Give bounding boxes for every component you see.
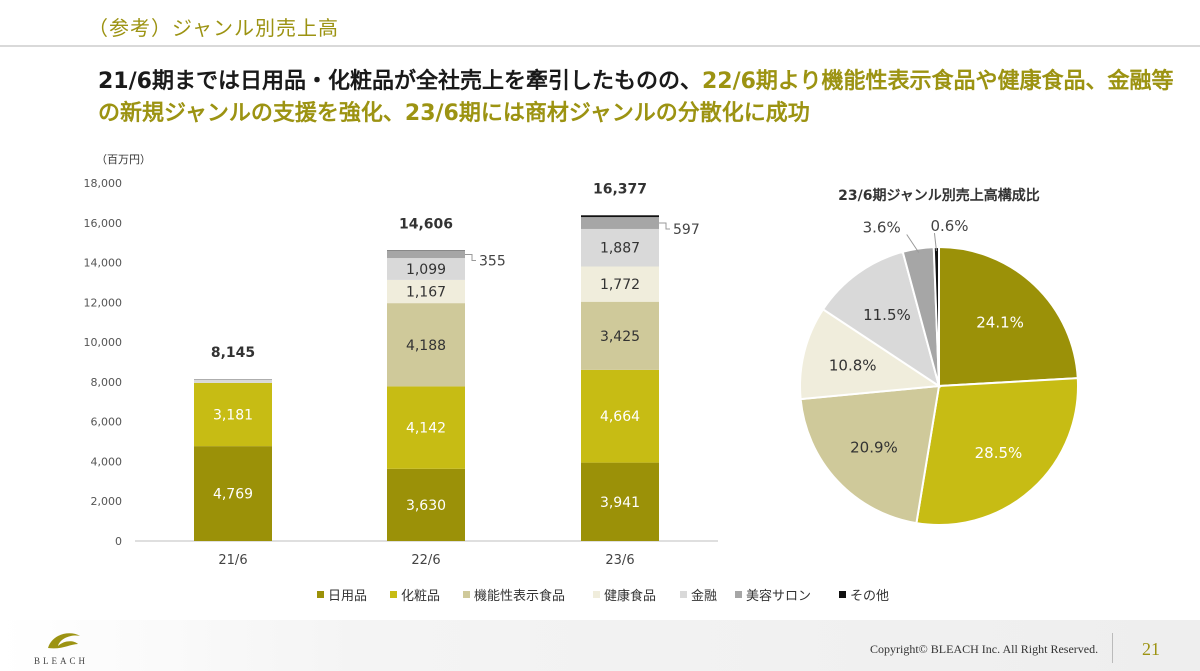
- bar-segment: [387, 468, 465, 541]
- y-tick-label: 8,000: [91, 376, 123, 389]
- bar-segment: [194, 379, 272, 380]
- data-label: 1,887: [600, 241, 640, 257]
- total-label: 16,377: [593, 181, 647, 197]
- page-number: 21: [1142, 639, 1160, 659]
- leader-line: [659, 222, 670, 230]
- bar-segment: [387, 251, 465, 259]
- legend-swatch: [680, 591, 687, 598]
- legend-swatch: [463, 591, 470, 598]
- legend-label: 機能性表示食品: [474, 588, 565, 604]
- headline: 21/6期までは日用品・化粧品が全社売上を牽引したものの、22/6期より機能性表…: [98, 66, 1188, 130]
- bar-segment: [581, 215, 659, 218]
- bleach-logo-icon: [48, 633, 80, 649]
- y-tick-label: 18,000: [84, 177, 123, 190]
- data-label: 597: [673, 222, 700, 238]
- bar-segment: [581, 266, 659, 302]
- bar-segment: [387, 386, 465, 469]
- data-label: 355: [479, 254, 506, 270]
- pie-slice: [799, 384, 941, 525]
- data-label: 4,769: [213, 487, 253, 503]
- pie-label: 24.1%: [976, 313, 1024, 331]
- bar-segment: [387, 279, 465, 304]
- data-label: 3,425: [600, 329, 640, 345]
- bar-segment: [581, 217, 659, 229]
- y-tick-label: 10,000: [84, 336, 123, 349]
- legend-swatch: [593, 591, 600, 598]
- data-label: 4,142: [406, 421, 446, 437]
- legend-label: 化粧品: [401, 589, 440, 604]
- y-tick-label: 0: [115, 535, 122, 548]
- pie-leader-line: [933, 232, 937, 252]
- logo-text: BLEACH: [34, 656, 88, 666]
- y-unit-label: （百万円）: [96, 153, 151, 166]
- legend-swatch: [735, 591, 742, 598]
- data-label: 3,181: [213, 408, 253, 424]
- footer-band: [0, 620, 1200, 671]
- headline-part-2: 22/6期より機能性表示食品や健康食品、金融等の新規ジャンルの支援を強化、23/…: [98, 69, 1174, 126]
- bar-segment: [387, 250, 465, 252]
- x-tick-label: 23/6: [605, 553, 634, 568]
- bar-segment: [194, 379, 272, 383]
- legend-label: その他: [850, 589, 889, 604]
- pie-slice: [915, 377, 1079, 526]
- page-section-title: （参考）ジャンル別売上高: [88, 16, 339, 40]
- bar-segment: [581, 301, 659, 370]
- pie-label: 0.6%: [930, 217, 968, 235]
- legend-swatch: [317, 591, 324, 598]
- legend-label: 金融: [691, 588, 717, 604]
- pie-label: 3.6%: [863, 219, 901, 237]
- pie-label: 11.5%: [863, 306, 911, 324]
- pie-label: 20.9%: [850, 439, 898, 457]
- bar-segment: [387, 303, 465, 387]
- copyright-text: Copyright© BLEACH Inc. All Right Reserve…: [870, 642, 1099, 656]
- total-label: 14,606: [399, 217, 453, 233]
- total-label: 8,145: [211, 345, 255, 361]
- leader-line: [465, 254, 476, 262]
- pie-leader-line: [906, 234, 920, 253]
- data-label: 4,664: [600, 409, 640, 425]
- pie-label: 10.8%: [829, 356, 877, 374]
- pie-slice: [799, 307, 942, 401]
- y-tick-label: 6,000: [91, 416, 123, 429]
- data-label: 1,167: [406, 285, 446, 301]
- bar-segment: [581, 369, 659, 463]
- bar-segment: [581, 228, 659, 267]
- y-tick-label: 16,000: [84, 217, 123, 230]
- data-label: 1,772: [600, 277, 640, 293]
- y-tick-label: 14,000: [84, 257, 123, 270]
- x-tick-label: 22/6: [411, 553, 440, 568]
- y-tick-label: 12,000: [84, 296, 123, 309]
- data-label: 1,099: [406, 262, 446, 278]
- pie-slice: [821, 250, 941, 389]
- pie-label: 28.5%: [975, 444, 1023, 462]
- bar-segment: [387, 258, 465, 280]
- legend-swatch: [839, 591, 846, 598]
- header-divider: [0, 45, 1200, 47]
- footer-divider: [1112, 633, 1113, 663]
- bar-segment: [581, 462, 659, 541]
- data-label: 4,188: [406, 338, 446, 354]
- data-label: 3,941: [600, 495, 640, 511]
- legend-label: 美容サロン: [746, 588, 811, 604]
- legend-label: 健康食品: [604, 588, 656, 604]
- bar-segment: [194, 446, 272, 541]
- headline-part-1: 21/6期までは日用品・化粧品が全社売上を牽引したものの、: [98, 69, 702, 94]
- y-tick-label: 2,000: [91, 495, 123, 508]
- data-label: 3,630: [406, 498, 446, 514]
- x-tick-label: 21/6: [218, 553, 247, 568]
- pie-title: 23/6期ジャンル別売上高構成比: [838, 187, 1040, 204]
- y-tick-label: 4,000: [91, 455, 123, 468]
- bar-segment: [194, 382, 272, 447]
- legend-label: 日用品: [328, 589, 367, 604]
- legend-swatch: [390, 591, 397, 598]
- pie-slice: [938, 245, 1079, 388]
